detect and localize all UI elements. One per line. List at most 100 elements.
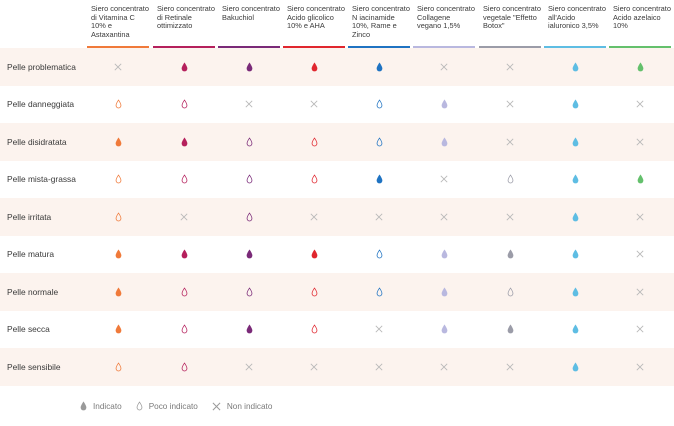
table-row: Pelle sensibile [0,348,674,386]
drop-filled-icon [218,48,280,86]
drop-filled-icon [479,311,541,349]
column-header-5: Siero concentrato N iacinamide 10%, Rame… [352,5,410,39]
drop-outline-icon [283,123,345,161]
drop-outline-icon [348,86,410,124]
legend-indicated-label: Indicato [93,401,122,411]
table-row: Pelle matura [0,236,674,274]
row-label: Pelle secca [7,324,50,335]
column-header-9: Siero concentrato Acido azelaico 10% [613,5,671,31]
legend-less-indicated: Poco indicato [136,401,198,411]
drop-outline-icon [348,236,410,274]
cross-icon [348,311,410,349]
legend-not-indicated: Non indicato [212,401,273,411]
drop-filled-icon [544,236,606,274]
drop-filled-icon [153,236,215,274]
cross-icon [348,198,410,236]
table-row: Pelle danneggiata [0,86,674,124]
drop-outline-icon [153,86,215,124]
row-label: Pelle danneggiata [7,99,75,110]
column-color-bar-3 [218,46,280,48]
drop-outline-icon [87,86,149,124]
drop-filled-icon [413,236,475,274]
drop-filled-icon [413,86,475,124]
drop-outline-icon [153,348,215,386]
drop-filled-icon [544,198,606,236]
drop-filled-icon [544,123,606,161]
table-row: Pelle problematica [0,48,674,86]
cross-icon [348,348,410,386]
drop-outline-icon [87,161,149,199]
cross-icon [283,348,345,386]
column-color-bar-8 [544,46,606,48]
table-row: Pelle irritata [0,198,674,236]
column-header-6: Siero concentrato Collagene vegano 1,5% [417,5,475,31]
drop-outline-icon [348,273,410,311]
cross-icon [413,198,475,236]
row-label: Pelle sensibile [7,361,61,372]
cross-icon [283,198,345,236]
drop-filled-icon [413,123,475,161]
cross-icon [609,123,671,161]
drop-outline-icon [153,273,215,311]
drop-filled-icon [153,48,215,86]
cross-icon [413,161,475,199]
column-header-1: Siero concentrato di Vitamina C 10% e As… [91,5,149,39]
column-header-3: Siero concentrato Bakuchiol [222,5,280,22]
column-header-row: Siero concentrato di Vitamina C 10% e As… [0,0,674,48]
cross-icon [153,198,215,236]
column-header-8: Siero concentrato all'Acido ialuronico 3… [548,5,606,31]
column-color-bar-5 [348,46,410,48]
table-row: Pelle disidratata [0,123,674,161]
drop-filled-icon [348,48,410,86]
cross-icon [212,402,221,410]
drop-filled-icon [544,348,606,386]
row-label: Pelle matura [7,249,55,260]
drop-outline-icon [283,311,345,349]
drop-outline-icon [87,348,149,386]
drop-filled-icon [153,123,215,161]
drop-filled-icon [609,48,671,86]
drop-outline-icon [218,161,280,199]
cross-icon [609,86,671,124]
column-color-bar-9 [609,46,671,48]
table-row: Pelle mista-grassa [0,161,674,199]
drop-outline-icon [136,401,143,411]
drop-filled-icon [544,273,606,311]
drop-outline-icon [153,161,215,199]
cross-icon [87,48,149,86]
drop-filled-icon [544,86,606,124]
drop-filled-icon [413,273,475,311]
column-header-2: Siero concentrato di Retinale ottimizzat… [157,5,215,31]
drop-outline-icon [218,123,280,161]
cross-icon [609,311,671,349]
cross-icon [609,273,671,311]
drop-outline-icon [283,273,345,311]
drop-outline-icon [479,161,541,199]
column-color-bar-2 [153,46,215,48]
row-label: Pelle normale [7,286,59,297]
drop-outline-icon [218,273,280,311]
row-label: Pelle disidratata [7,136,67,147]
table-row: Pelle secca [0,311,674,349]
cross-icon [479,198,541,236]
table-row: Pelle normale [0,273,674,311]
row-label: Pelle irritata [7,211,52,222]
drop-outline-icon [283,161,345,199]
cross-icon [609,198,671,236]
column-color-bar-4 [283,46,345,48]
column-color-bar-1 [87,46,149,48]
drop-filled-icon [87,311,149,349]
drop-filled-icon [609,161,671,199]
cross-icon [413,348,475,386]
drop-outline-icon [348,123,410,161]
drop-filled-icon [348,161,410,199]
legend: Indicato Poco indicato Non indicato [80,398,286,414]
drop-outline-icon [218,198,280,236]
legend-not-indicated-label: Non indicato [226,401,273,411]
drop-filled-icon [283,48,345,86]
drop-filled-icon [544,161,606,199]
drop-filled-icon [283,236,345,274]
cross-icon [609,348,671,386]
drop-filled-icon [87,123,149,161]
column-color-bar-7 [479,46,541,48]
